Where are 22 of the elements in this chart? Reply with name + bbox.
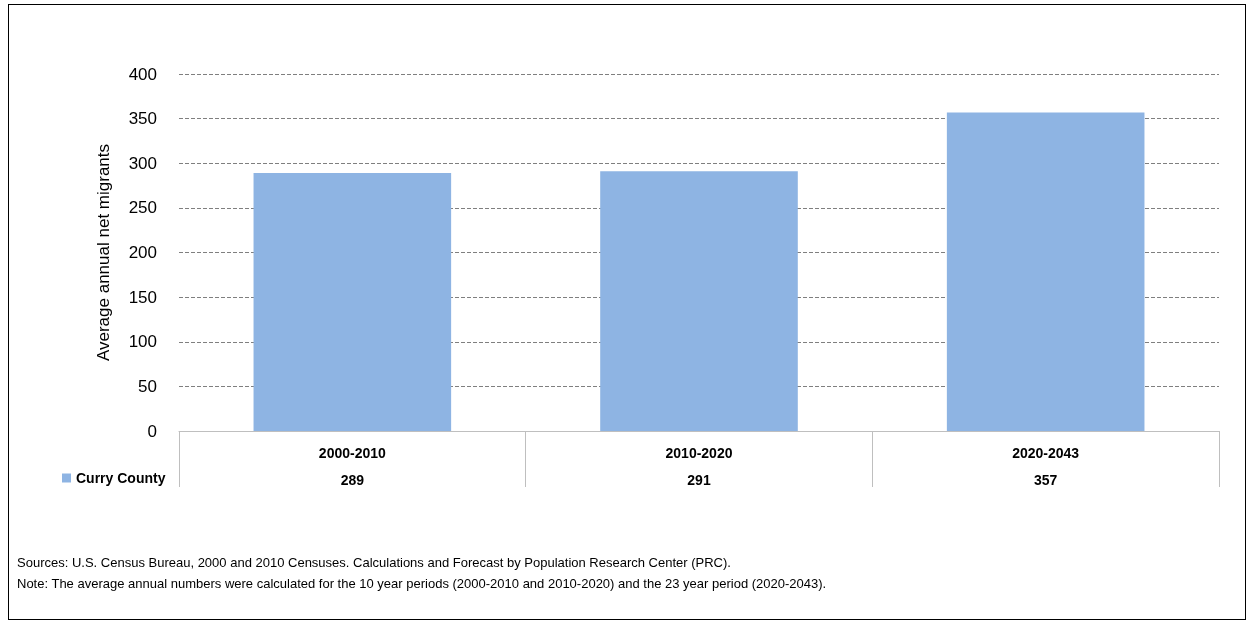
y-axis-title: Average annual net migrants: [94, 143, 113, 362]
data-label: 289: [340, 471, 365, 488]
text: Note: The average annual numbers were calculated for the 10 year periods (2000-2010 and 2010-2020) and the 23 year period (2020-2043).: [17, 576, 827, 591]
y-tick-label: 100: [128, 332, 157, 352]
y-tick-label: 250: [128, 198, 157, 218]
source-note: Sources: U.S. Census Bureau, 2000 and 2010 Censuses. Calculations and Forecast by Population Research Center (PRC).: [17, 555, 731, 570]
data-label: 291: [687, 471, 711, 488]
bar: [253, 173, 452, 431]
bar: [946, 112, 1145, 431]
data-label: 357: [1033, 471, 1058, 488]
bar: [600, 171, 798, 431]
y-tick-label: 400: [128, 64, 157, 84]
y-tick-label: 50: [138, 376, 157, 396]
x-tick-label: 2000-2010: [318, 444, 387, 461]
y-tick-label: 0: [147, 421, 157, 441]
x-tick-label: 2010-2020: [665, 444, 733, 461]
y-tick-label: 150: [128, 287, 157, 307]
x-tick-label: 2020-2043: [1012, 444, 1080, 461]
y-tick-label: 200: [128, 243, 157, 262]
y-tick-label: 300: [128, 153, 157, 173]
y-tick-label: 350: [128, 109, 157, 129]
legend-label: Curry County: [76, 470, 166, 486]
